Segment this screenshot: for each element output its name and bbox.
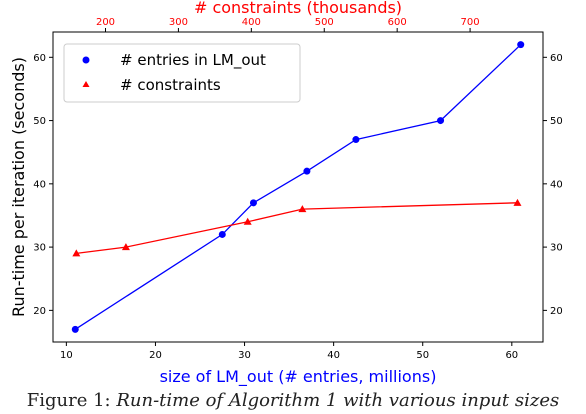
data-point (513, 198, 522, 206)
series-layer (71, 41, 525, 333)
data-point (517, 41, 525, 49)
left-tick-label: 40 (33, 179, 46, 190)
left-tick-label: 60 (33, 53, 46, 64)
data-point (249, 199, 257, 207)
bottom-tick-label: 40 (327, 350, 340, 361)
top-axis-title: # constraints (thousands) (194, 0, 402, 17)
legend-box (63, 43, 301, 103)
right-tick-label: 50 (550, 116, 563, 127)
data-point (121, 243, 130, 251)
bottom-tick-label: 50 (416, 350, 429, 361)
right-tick-label: 60 (550, 53, 563, 64)
right-tick-label: 40 (550, 179, 563, 190)
top-tick-label: 300 (169, 17, 188, 28)
legend-label-entries: # entries in LM_out (120, 51, 266, 70)
left-axis: 20 30 40 50 60 (33, 53, 53, 317)
bottom-tick-label: 60 (505, 350, 518, 361)
data-point (298, 205, 307, 213)
y-axis-title: Run-time per iteration (seconds) (9, 57, 28, 317)
bottom-axis: 10 20 30 40 50 60 (60, 342, 518, 361)
right-axis: 20 30 40 50 60 (543, 53, 563, 317)
legend: # entries in LM_out # constraints (63, 43, 301, 103)
top-tick-label: 600 (388, 17, 407, 28)
right-tick-label: 30 (550, 243, 563, 254)
series-line-1 (76, 202, 518, 255)
legend-label-constraints: # constraints (120, 76, 221, 94)
data-point (352, 136, 360, 144)
top-tick-label: 400 (242, 17, 261, 28)
left-tick-label: 50 (33, 116, 46, 127)
left-tick-label: 30 (33, 243, 46, 254)
chart: 10 20 30 40 50 60 200 300 400 500 600 700 20 30 40 50… (9, 0, 563, 387)
data-point (243, 217, 252, 225)
left-tick-label: 20 (33, 306, 46, 317)
legend-marker-entries (82, 56, 90, 64)
bottom-tick-label: 10 (60, 350, 73, 361)
data-point (72, 249, 81, 257)
top-axis: 200 300 400 500 600 700 (96, 17, 480, 32)
bottom-tick-label: 30 (238, 350, 251, 361)
legend-marker-constraints (82, 81, 90, 87)
data-point (303, 167, 311, 175)
bottom-tick-label: 20 (149, 350, 162, 361)
data-point (437, 117, 445, 125)
caption-label: Figure 1: (26, 390, 111, 411)
right-tick-label: 20 (550, 306, 563, 317)
figure-caption: Figure 1: Run-time of Algorithm 1 with v… (0, 390, 586, 414)
bottom-axis-title: size of LM_out (# entries, millions) (160, 367, 437, 387)
top-tick-label: 700 (461, 17, 480, 28)
plot-area (52, 31, 544, 343)
top-tick-label: 200 (96, 17, 115, 28)
top-tick-label: 500 (315, 17, 334, 28)
caption-text: Run-time of Algorithm 1 with various inp… (116, 390, 560, 411)
data-point (71, 325, 79, 333)
data-point (218, 230, 226, 238)
